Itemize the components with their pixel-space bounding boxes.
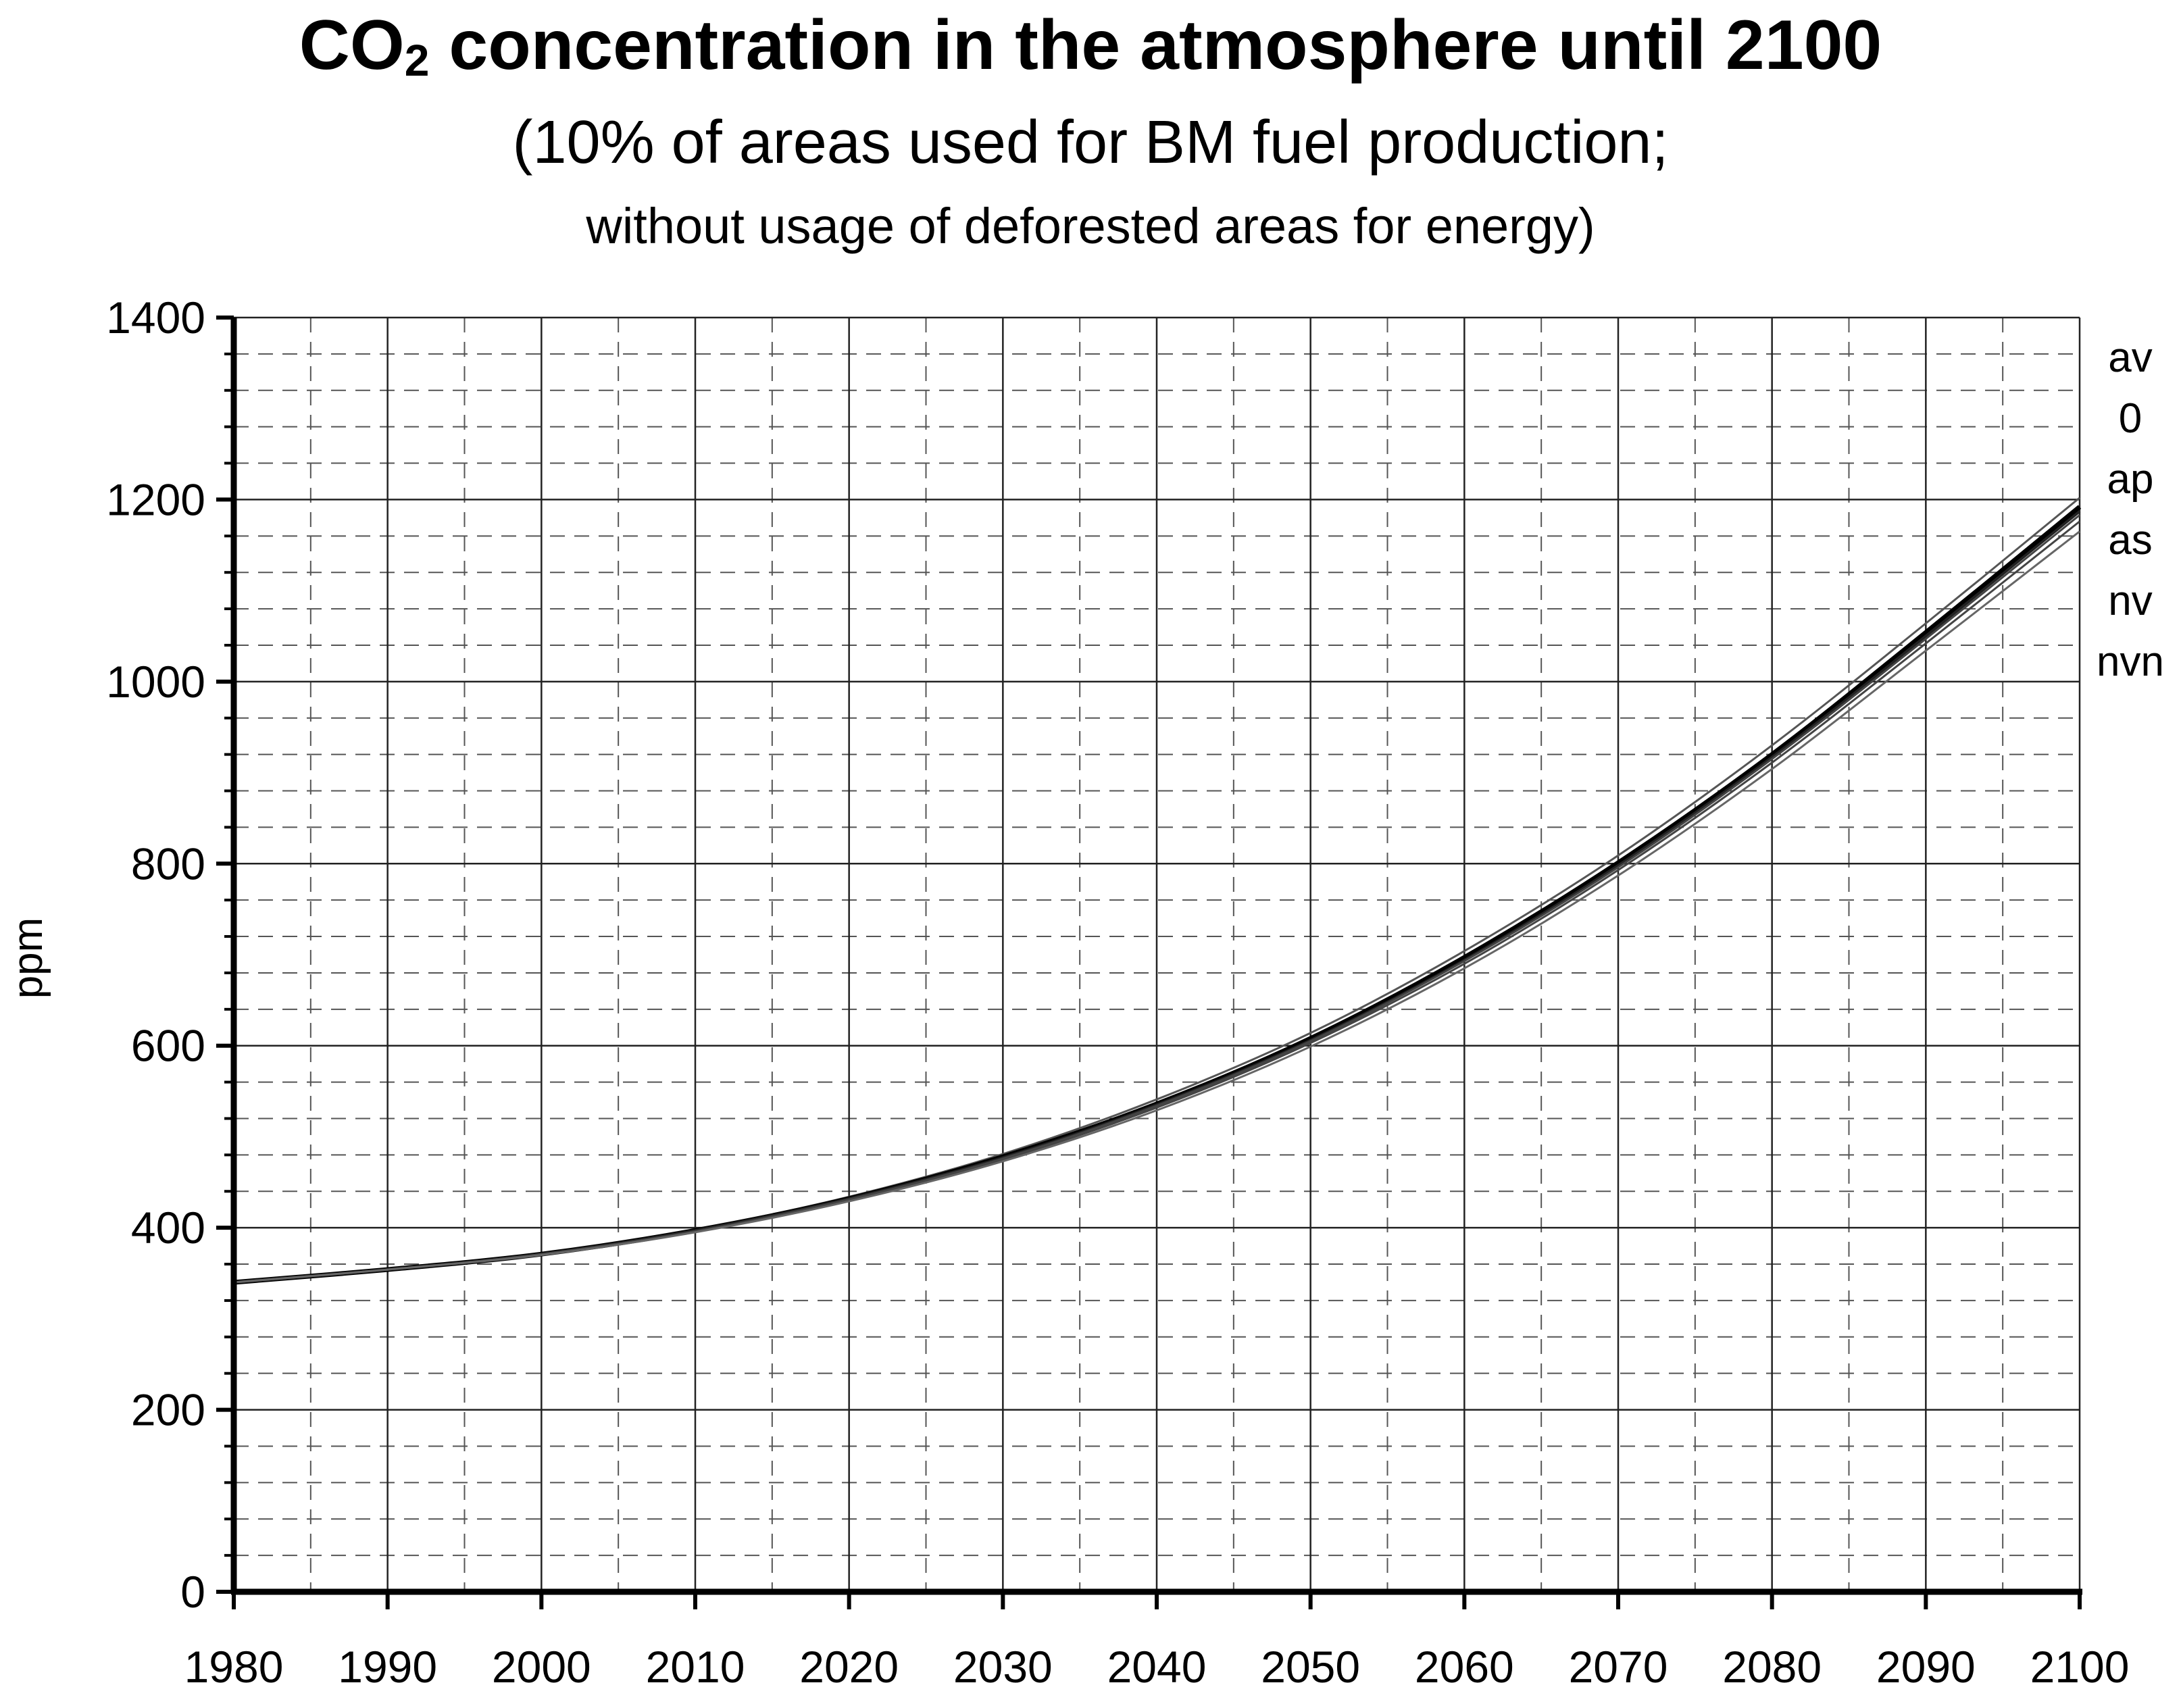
- legend: av 0 ap as nv nvn: [2097, 334, 2164, 685]
- x-tick-label: 2050: [1261, 1642, 1360, 1692]
- series-line-nvn: [233, 530, 2080, 1284]
- x-tick-label: 2020: [799, 1642, 899, 1692]
- chart-subtitle-2: without usage of deforested areas for en…: [586, 198, 1595, 254]
- legend-entry-0: 0: [2119, 395, 2142, 442]
- x-tick-label: 2030: [953, 1642, 1053, 1692]
- x-tick-label: 1990: [338, 1642, 437, 1692]
- x-tick-label: 2090: [1876, 1642, 1976, 1692]
- y-tick-label: 200: [131, 1385, 205, 1435]
- title-main: CO: [299, 6, 405, 84]
- y-tick-label: 1200: [106, 474, 205, 524]
- legend-entry-av: av: [2108, 334, 2152, 381]
- title-rest: concentration in the atmosphere until 21…: [429, 6, 1882, 84]
- x-tick-label: 2010: [646, 1642, 745, 1692]
- x-tick-label: 2040: [1107, 1642, 1207, 1692]
- legend-entry-nv: nv: [2108, 578, 2152, 624]
- title-subscript: 2: [404, 35, 430, 85]
- tick-labels: 0 200 400 600 800 1000 1200 1400 1980 1990 2000 201…: [106, 293, 2129, 1692]
- x-tick-label: 2060: [1415, 1642, 1514, 1692]
- y-tick-label: 0: [180, 1567, 205, 1617]
- chart-title: CO2 concentration in the atmosphere unti…: [0, 5, 2181, 86]
- x-tick-label: 2100: [2030, 1642, 2130, 1692]
- y-tick-label: 400: [131, 1203, 205, 1253]
- legend-entry-nvn: nvn: [2097, 638, 2164, 685]
- y-tick-label: 600: [131, 1021, 205, 1071]
- y-tick-label: 800: [131, 838, 205, 888]
- x-tick-label: 1980: [184, 1642, 284, 1692]
- x-tick-label: 2070: [1569, 1642, 1668, 1692]
- y-tick-label: 1000: [106, 657, 205, 707]
- legend-entry-ap: ap: [2107, 456, 2154, 503]
- x-tick-label: 2080: [1722, 1642, 1822, 1692]
- x-tick-label: 2000: [492, 1642, 591, 1692]
- axes: [216, 316, 2082, 1609]
- y-axis-label: ppm: [5, 918, 51, 999]
- legend-entry-as: as: [2108, 517, 2152, 563]
- y-tick-label: 1400: [106, 293, 205, 343]
- major-grid: [234, 316, 2081, 1592]
- series-lines: [233, 497, 2082, 1285]
- chart-subtitle-1: (10% of areas used for BM fuel productio…: [512, 109, 1669, 176]
